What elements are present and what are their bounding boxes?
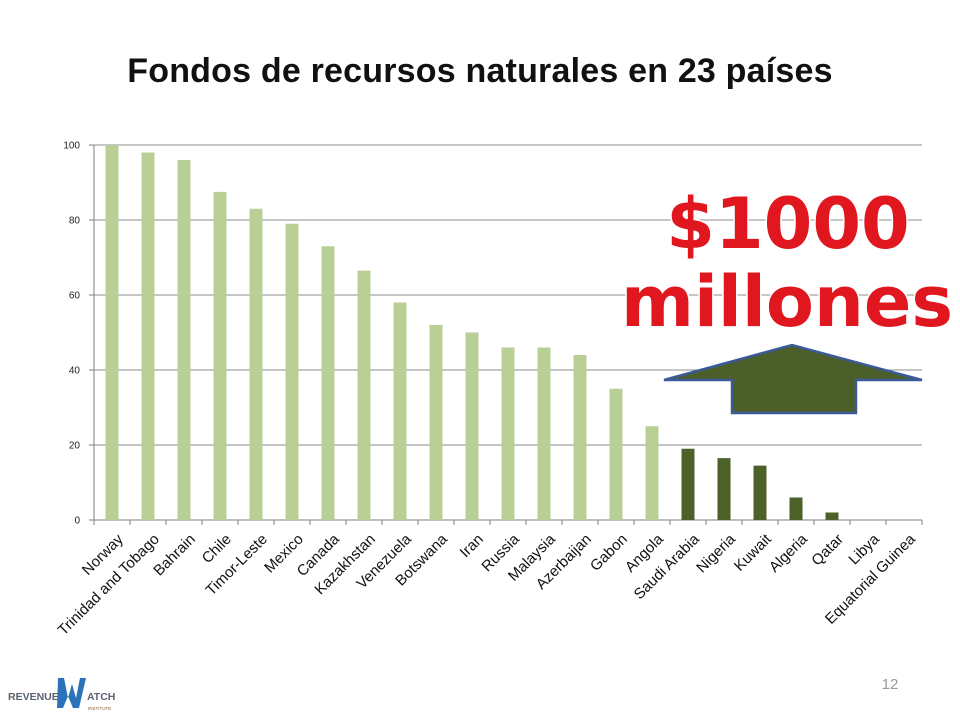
bar-iran	[465, 332, 479, 520]
bar-russia	[501, 347, 515, 520]
bar-norway	[105, 145, 119, 520]
x-tick-label: Iran	[457, 531, 487, 561]
revenue-watch-logo: REVENUE ATCH INSTITUTE	[8, 678, 115, 711]
bar-nigeria	[717, 458, 731, 520]
bar-trinidad-and-tobago	[141, 152, 155, 520]
bar-canada	[321, 246, 335, 520]
y-tick-label: 20	[69, 441, 81, 452]
bar-qatar	[825, 512, 839, 520]
chart-bars	[105, 145, 839, 520]
y-tick-label: 80	[69, 216, 81, 227]
bar-azerbaijan	[573, 355, 587, 520]
y-tick-label: 60	[69, 291, 81, 302]
y-tick-label: 100	[63, 141, 80, 152]
callout-amount: $1000	[666, 183, 910, 265]
svg-text:INSTITUTE: INSTITUTE	[88, 706, 111, 711]
bar-botswana	[429, 325, 443, 520]
callout-unit: millones	[621, 261, 953, 343]
bar-venezuela	[393, 302, 407, 520]
increase-arrow-icon	[663, 343, 923, 415]
bar-algeria	[789, 497, 803, 520]
bar-saudi-arabia	[681, 448, 695, 520]
page-number: 12	[881, 676, 899, 693]
slide-title: Fondos de recursos naturales en 23 paíse…	[127, 52, 833, 90]
svg-text:ATCH: ATCH	[87, 691, 115, 703]
x-tick-label: Gabon	[587, 531, 631, 575]
svg-text:REVENUE: REVENUE	[8, 691, 59, 703]
y-tick-label: 0	[74, 516, 80, 527]
y-axis-ticks: 0 20 40 60 80 100	[63, 141, 80, 527]
bar-malaysia	[537, 347, 551, 520]
x-tick-label: Nigeria	[693, 530, 739, 576]
bar-gabon	[609, 388, 623, 520]
bar-kuwait	[753, 465, 767, 520]
y-tick-label: 40	[69, 366, 81, 377]
bar-timor-leste	[249, 208, 263, 520]
bar-bahrain	[177, 160, 191, 520]
x-tick-label: Qatar	[808, 531, 847, 570]
bar-chile	[213, 191, 227, 520]
bar-angola	[645, 426, 659, 520]
bar-mexico	[285, 223, 299, 520]
x-tick-label: Algeria	[766, 530, 812, 576]
bar-kazakhstan	[357, 270, 371, 520]
